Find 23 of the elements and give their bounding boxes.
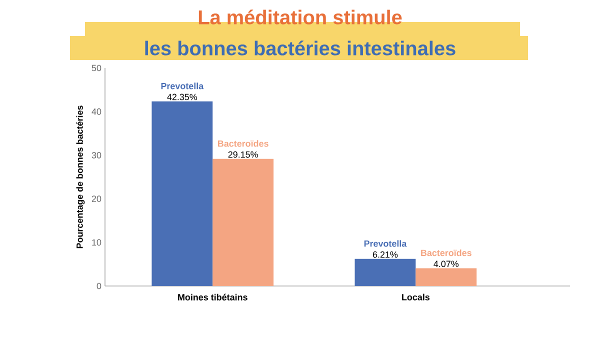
y-tick-label: 30 xyxy=(92,152,102,158)
bar xyxy=(354,258,416,286)
bar xyxy=(416,268,477,286)
data-label: 42.35% xyxy=(167,94,198,100)
x-tick-label: Locals xyxy=(402,294,430,300)
chart-title: La méditation stimule xyxy=(198,10,402,24)
data-label: 29.15% xyxy=(228,151,258,158)
y-tick-label: 40 xyxy=(92,108,102,115)
data-label: 6.21% xyxy=(372,251,398,258)
y-tick-label: 50 xyxy=(92,64,102,72)
x-tick-label: Moines tibétains xyxy=(178,294,248,300)
chart-subtitle: les bonnes bactéries intestinales xyxy=(145,40,456,56)
y-tick-label: 10 xyxy=(92,239,102,246)
text: Prevotella xyxy=(364,240,407,247)
y-tick-label: 0 xyxy=(96,282,102,290)
series-label: Bacteroïdes xyxy=(218,140,268,147)
data-label: 4.07% xyxy=(434,260,459,268)
y-tick-label: 20 xyxy=(92,196,102,202)
bar xyxy=(212,158,274,286)
series-label: Prevotella xyxy=(161,82,204,90)
text: Bacteroïdes xyxy=(421,250,472,256)
y-axis-title: Pourcentage de bonnes bactéries xyxy=(76,106,85,248)
bar xyxy=(152,101,213,286)
